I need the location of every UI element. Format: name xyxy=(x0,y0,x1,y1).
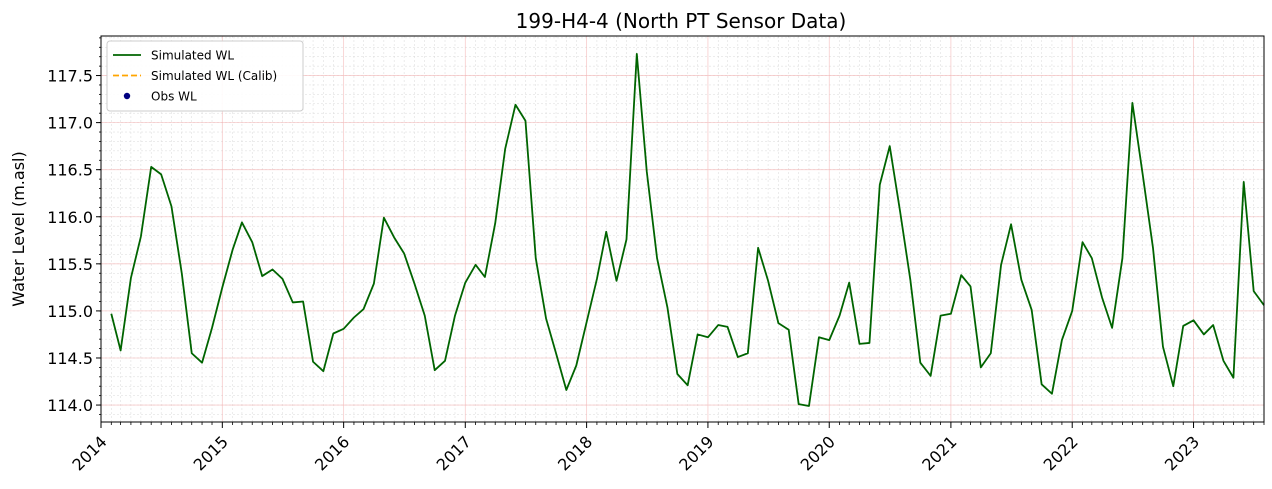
legend-label: Simulated WL (Calib) xyxy=(151,69,277,83)
legend-label: Simulated WL xyxy=(151,49,234,63)
y-tick-label: 114.5 xyxy=(47,349,93,368)
legend-box xyxy=(106,40,304,112)
legend: Simulated WL Simulated WL (Calib) Obs WL xyxy=(106,40,304,112)
x-tick-label: 2014 xyxy=(68,432,110,474)
legend-swatch-obs-wl xyxy=(123,92,131,100)
y-tick-label: 115.0 xyxy=(47,302,93,321)
y-axis: 114.0 114.5 115.0 115.5 116.0 116.5 117.0 117.5 xyxy=(47,37,101,415)
y-tick-label: 117.0 xyxy=(47,114,93,133)
series-line-simulated-wl xyxy=(110,52,1265,407)
y-tick-label: 114.0 xyxy=(47,396,93,415)
major-grid xyxy=(100,36,1264,422)
plot-frame xyxy=(100,35,1265,423)
chart-title: 199-H4-4 (North PT Sensor Data) xyxy=(516,9,847,33)
x-tick-label: 2020 xyxy=(797,432,839,474)
y-tick-label: 116.0 xyxy=(47,208,93,227)
series-layer xyxy=(110,52,1265,407)
x-tick-label: 2018 xyxy=(554,432,596,474)
x-tick-label: 2023 xyxy=(1161,432,1203,474)
x-tick-label: 2015 xyxy=(190,432,232,474)
x-tick-label: 2017 xyxy=(433,432,475,474)
y-tick-label: 115.5 xyxy=(47,255,93,274)
y-axis-label: Water Level (m.asl) xyxy=(9,151,28,306)
x-tick-label: 2022 xyxy=(1040,432,1082,474)
x-tick-label: 2016 xyxy=(311,432,353,474)
y-tick-label: 117.5 xyxy=(47,67,93,86)
y-tick-label: 116.5 xyxy=(47,161,93,180)
legend-label: Obs WL xyxy=(151,90,197,104)
x-tick-label: 2019 xyxy=(675,432,717,474)
x-tick-label: 2021 xyxy=(918,432,960,474)
x-axis: 2014 2015 2016 2017 2018 2019 2020 2021 2022 2023 xyxy=(68,422,1265,474)
